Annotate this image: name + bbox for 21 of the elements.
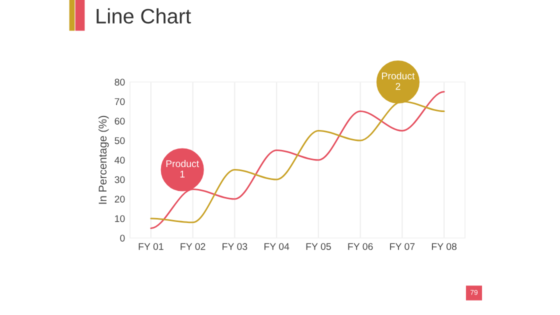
y-tick-label: 40 (114, 156, 125, 164)
y-tick-label: 80 (114, 78, 125, 86)
series-label: Product 2 (382, 72, 415, 90)
x-tick-label: FY 06 (348, 243, 373, 250)
y-tick-label: 60 (114, 118, 125, 125)
y-tick-label: 50 (114, 137, 125, 144)
y-tick-label: 70 (114, 98, 125, 106)
x-tick-label: FY 08 (432, 243, 457, 250)
y-tick-label: 0 (120, 234, 125, 242)
chart-title: Line Chart (96, 8, 191, 24)
x-tick-label: FY 01 (138, 243, 164, 250)
y-tick-label: 30 (114, 176, 125, 184)
x-tick-label: FY 03 (222, 243, 248, 250)
x-tick-label: FY 05 (306, 243, 331, 250)
y-tick-label: 10 (115, 215, 125, 222)
x-tick-label: FY 04 (264, 243, 290, 250)
x-tick-label: FY 07 (390, 243, 415, 250)
x-tick-label: FY 02 (180, 243, 206, 250)
y-tick-label: 20 (114, 196, 125, 203)
series-label: Product 1 (166, 160, 200, 178)
y-axis-title: In Percentage (%) (98, 116, 109, 204)
